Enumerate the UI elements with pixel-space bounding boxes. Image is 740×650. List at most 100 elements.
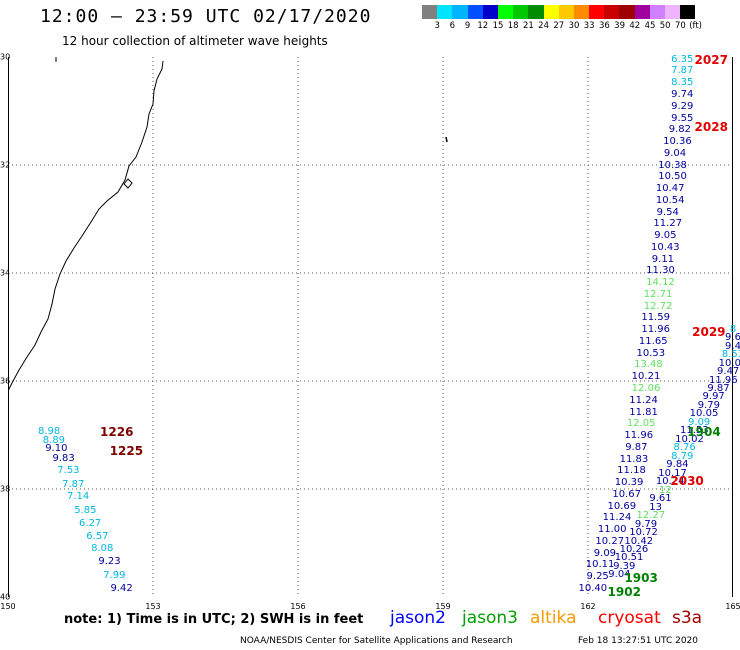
swh-value: 11.27 (653, 218, 683, 230)
swh-value: 10.42 (624, 535, 654, 547)
color-scale-legend (422, 5, 696, 19)
swh-value: 12.71 (643, 288, 673, 300)
swh-value: 10.21 (631, 371, 661, 383)
legend-label: 18 (507, 21, 519, 31)
legend-swatch (634, 5, 650, 19)
legend-swatch (543, 5, 559, 19)
legend-label: 30 (568, 21, 580, 31)
swh-value: 10.54 (655, 194, 685, 206)
swh-value: 11.00 (597, 524, 627, 536)
swh-value: 9.04 (608, 569, 631, 581)
map-title: 12:00 – 23:59 UTC 02/17/2020 (40, 6, 372, 27)
swh-value: 9.55 (671, 112, 694, 124)
lon-tick-label: 165 (725, 602, 740, 611)
swh-value: 11.83 (619, 453, 649, 465)
swh-value: 9.23 (98, 556, 121, 568)
swh-value: 11.96 (641, 324, 670, 336)
swh-value: 12.05 (626, 418, 656, 430)
legend-label: 21 (522, 21, 534, 31)
lat-tick-label: 32 (0, 160, 11, 170)
coastline-detail (123, 178, 133, 189)
legend-label: 42 (629, 21, 641, 31)
swh-value: 11.53 (680, 425, 709, 437)
swh-value: 8.08 (91, 543, 114, 555)
pass-id-label: 1902 (607, 584, 641, 599)
swh-value: 8.79 (671, 450, 694, 462)
swh-value: 9.10 (45, 443, 68, 455)
legend-swatch (452, 5, 468, 19)
lon-tick-label: 153 (145, 602, 161, 611)
swh-value: 9.54 (656, 206, 679, 218)
pass-id-label: 1225 (109, 444, 144, 459)
legend-swatch (573, 5, 590, 19)
lat-tick-label: 30 (0, 52, 11, 62)
lat-tick-label: 36 (0, 376, 11, 386)
legend-swatch (604, 5, 620, 19)
legend-swatch (482, 5, 498, 19)
pass-id-label: 2028 (694, 120, 728, 135)
legend-swatch (422, 5, 438, 19)
swh-value: 11.65 (638, 335, 668, 347)
swh-value: 9.79 (697, 399, 720, 411)
legend-label: 70 (674, 21, 686, 31)
swh-value: 9.04 (663, 147, 687, 159)
swh-value: 10.38 (658, 159, 687, 171)
legend-label: 12 (477, 21, 489, 31)
swh-value: 9.97 (702, 391, 725, 403)
lat-tick-label: 40 (0, 592, 11, 602)
swh-value: 7.14 (66, 491, 90, 503)
swh-value: 9.42 (110, 582, 133, 594)
swh-value: 11.81 (629, 406, 658, 418)
satellite-name: jason2 (390, 608, 446, 628)
swh-value: 10.72 (629, 527, 658, 539)
swh-value: 9.74 (671, 88, 694, 100)
swh-value: 9.84 (666, 459, 689, 471)
legend-label: 9 (464, 21, 471, 31)
swh-value: 11.18 (617, 465, 646, 477)
legend-swatch (528, 5, 544, 19)
legend-swatch (467, 5, 483, 19)
swh-value: 9.6 (725, 332, 740, 344)
swh-value: 9.87 (625, 441, 648, 453)
legend-label: 24 (538, 21, 550, 31)
credit-line: NOAA/NESDIS Center for Satellite Applica… (240, 636, 513, 646)
swh-value: 7.53 (57, 464, 80, 476)
swh-value: 9.47 (717, 366, 740, 378)
swh-value: 9.79 (634, 518, 658, 530)
swh-value: 11.96 (709, 374, 738, 386)
legend-swatch (680, 5, 696, 19)
swh-value: 7.87 (62, 479, 85, 491)
legend-label: 33 (583, 21, 595, 31)
lon-tick-label: 156 (290, 602, 306, 611)
satellite-name: altika (530, 608, 577, 628)
legend-swatch (649, 5, 665, 19)
swh-value: 10.36 (663, 136, 692, 148)
swh-value: 9.39 (613, 560, 636, 572)
swh-value: 8.35 (671, 77, 694, 89)
swh-value: 9.82 (668, 124, 691, 136)
map-subtitle: 12 hour collection of altimeter wave hei… (62, 34, 328, 48)
swh-value: 8 (729, 323, 737, 335)
legend-swatch (437, 5, 453, 19)
swh-value: 10.05 (689, 408, 719, 420)
swh-value: 12.06 (631, 382, 661, 394)
pass-id-label: 2030 (670, 473, 704, 488)
swh-value: 10.67 (612, 488, 641, 500)
swh-value: 9.25 (586, 571, 609, 583)
swh-value: 10.39 (614, 477, 644, 489)
coastline (8, 60, 164, 392)
legend-label: (ft) (689, 21, 702, 31)
satellite-name: cryosat (598, 608, 661, 628)
swh-value: 6.57 (86, 531, 109, 543)
generated-timestamp: Feb 18 13:27:51 UTC 2020 (578, 636, 698, 646)
lon-tick-label: 159 (435, 602, 451, 611)
legend-swatch (665, 5, 681, 19)
legend-swatch (589, 5, 605, 19)
legend-label: 15 (492, 21, 504, 31)
legend-swatch (497, 5, 514, 19)
swh-value: 9.05 (654, 230, 677, 242)
legend-label: 3 (434, 21, 440, 31)
legend-label: 50 (659, 21, 671, 31)
swh-value: 11.96 (624, 430, 654, 442)
legend-label: 45 (644, 21, 656, 31)
